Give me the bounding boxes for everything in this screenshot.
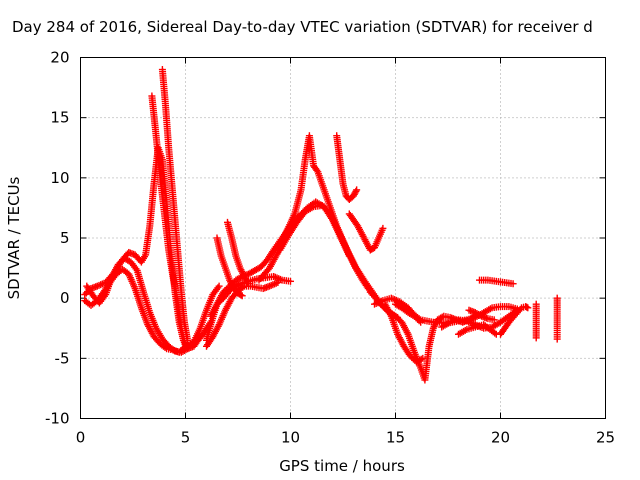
data-point (419, 354, 427, 362)
data-point (274, 279, 282, 287)
series-spike-b (158, 66, 192, 344)
series-arc-14 (381, 300, 427, 366)
series-arc-19 (476, 276, 517, 288)
grid-lines (80, 57, 606, 419)
series-tail-a (532, 300, 540, 342)
series-arc-17 (455, 321, 500, 338)
plot-frame (80, 57, 606, 419)
series-spike-c (333, 132, 361, 203)
data-point (215, 282, 223, 290)
data-point (353, 186, 361, 194)
data-point (476, 311, 484, 319)
chart-title: Day 284 of 2016, Sidereal Day-to-day VTE… (12, 18, 593, 36)
x-tick-label: 20 (491, 429, 510, 447)
series-arc-2 (83, 254, 223, 356)
y-tick-label: 5 (60, 229, 70, 247)
series-arc-7 (213, 234, 246, 300)
data-point (313, 166, 321, 174)
x-tick-labels: 0 5 10 15 20 25 (76, 429, 615, 447)
data-point (553, 335, 561, 343)
series-arc-11 (345, 210, 387, 254)
data-point (532, 334, 540, 342)
x-tick-label: 15 (386, 429, 405, 447)
series-arc-8 (224, 218, 252, 288)
data-point (245, 280, 252, 288)
y-axis-label: SDTVAR / TECUs (5, 176, 23, 299)
data-point (239, 283, 247, 291)
y-tick-label: 15 (50, 109, 69, 127)
data-point (509, 280, 517, 288)
y-tick-label: -10 (45, 410, 70, 428)
data-point (182, 342, 189, 350)
series-spike-a (148, 92, 189, 350)
x-axis-label: GPS time / hours (279, 457, 405, 475)
data-point (287, 277, 294, 285)
data-point (415, 317, 423, 325)
x-tick-label: 5 (181, 429, 191, 447)
series-arc-6 (203, 279, 282, 350)
data-point (490, 316, 498, 324)
data-point (184, 336, 192, 344)
data-point (161, 344, 169, 352)
x-tick-label: 25 (596, 429, 615, 447)
x-tick-label: 0 (76, 429, 86, 447)
series-arc-20 (497, 303, 532, 338)
y-tick-label: -5 (55, 349, 70, 367)
data-point (417, 355, 425, 363)
y-tick-label: 20 (50, 49, 69, 67)
data-point (352, 187, 360, 195)
data-point (379, 224, 387, 232)
series-arc-3 (81, 265, 215, 356)
y-tick-labels: -10 -5 0 5 10 15 20 (45, 49, 70, 428)
data-marks (81, 66, 561, 384)
series-arc-18 (465, 306, 498, 324)
x-tick-label: 10 (281, 429, 300, 447)
data-point (237, 291, 245, 299)
data-point (491, 329, 499, 337)
y-tick-label: 0 (60, 289, 70, 307)
series-tail-b (553, 294, 561, 343)
data-point (524, 304, 532, 312)
series-arc-15 (392, 300, 425, 326)
y-tick-label: 10 (50, 169, 69, 187)
data-point (238, 292, 246, 300)
data-point (417, 318, 425, 326)
